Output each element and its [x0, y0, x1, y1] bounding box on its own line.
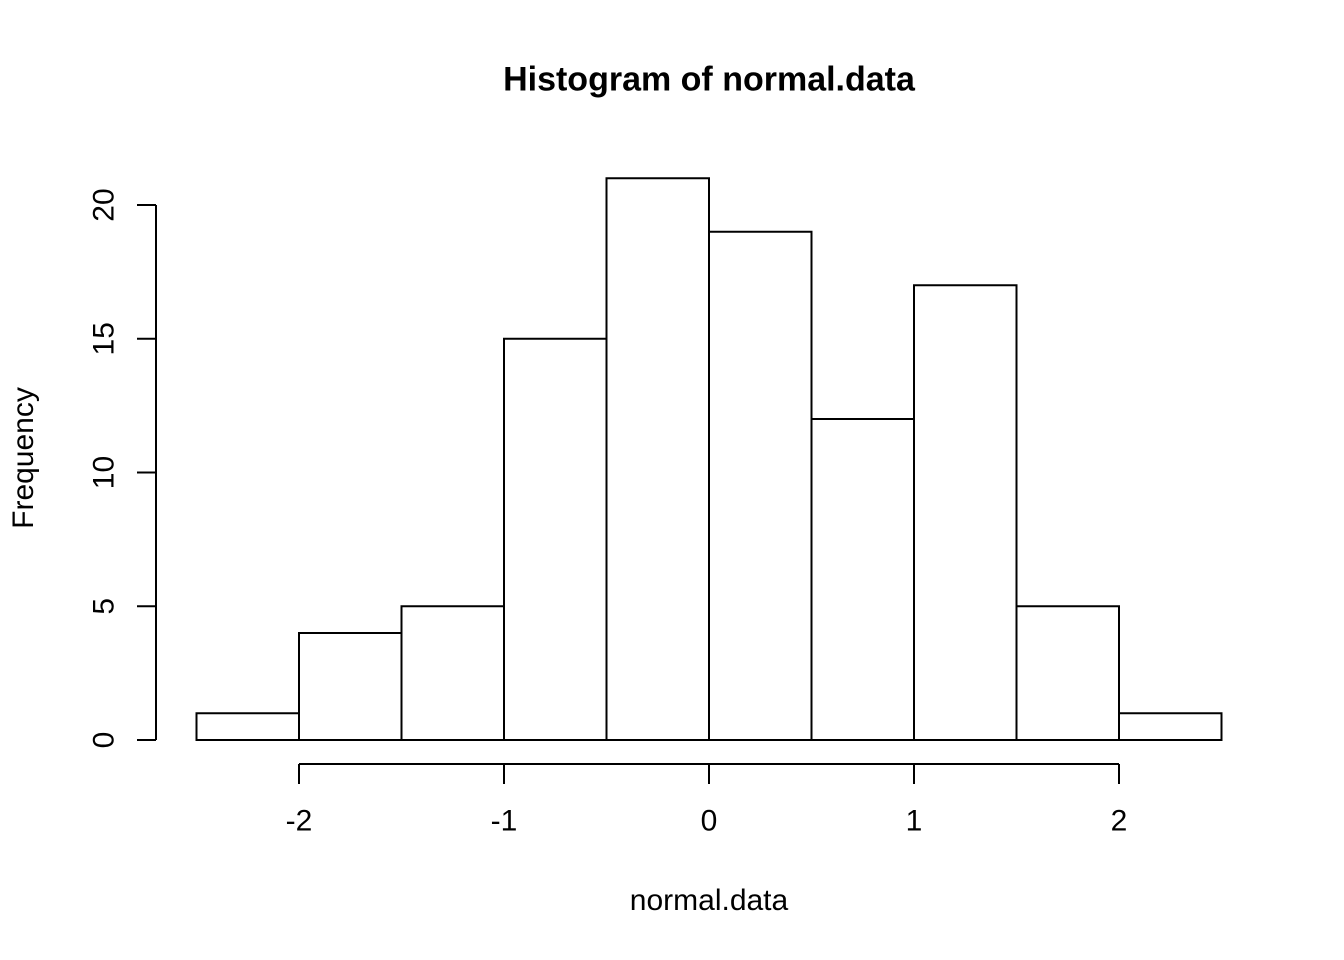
- y-axis-tick-label: 0: [88, 732, 121, 749]
- histogram-bar: [810, 418, 915, 741]
- y-axis-tick-label: 15: [88, 322, 121, 355]
- histogram-bar: [708, 230, 813, 741]
- y-axis-tick-label: 10: [88, 456, 121, 489]
- chart-title: Histogram of normal.data: [503, 60, 915, 99]
- x-axis-tick-label: -1: [491, 805, 518, 838]
- x-axis-tick-label: 1: [906, 805, 923, 838]
- histogram-bar: [298, 632, 403, 741]
- histogram-bar: [195, 712, 300, 741]
- x-axis-title: normal.data: [629, 884, 789, 917]
- histogram-bar: [913, 284, 1018, 741]
- histogram-bar: [503, 337, 608, 741]
- histogram-bar: [400, 605, 505, 741]
- x-axis-tick-label: 0: [701, 805, 718, 838]
- histogram-bar: [1118, 712, 1223, 741]
- x-axis-tick-label: 2: [1111, 805, 1128, 838]
- histogram-bar: [1015, 605, 1120, 741]
- y-axis-tick-label: 20: [88, 188, 121, 221]
- y-axis-tick-label: 5: [88, 598, 121, 615]
- x-axis-tick-label: -2: [286, 805, 313, 838]
- histogram-bar: [605, 177, 710, 741]
